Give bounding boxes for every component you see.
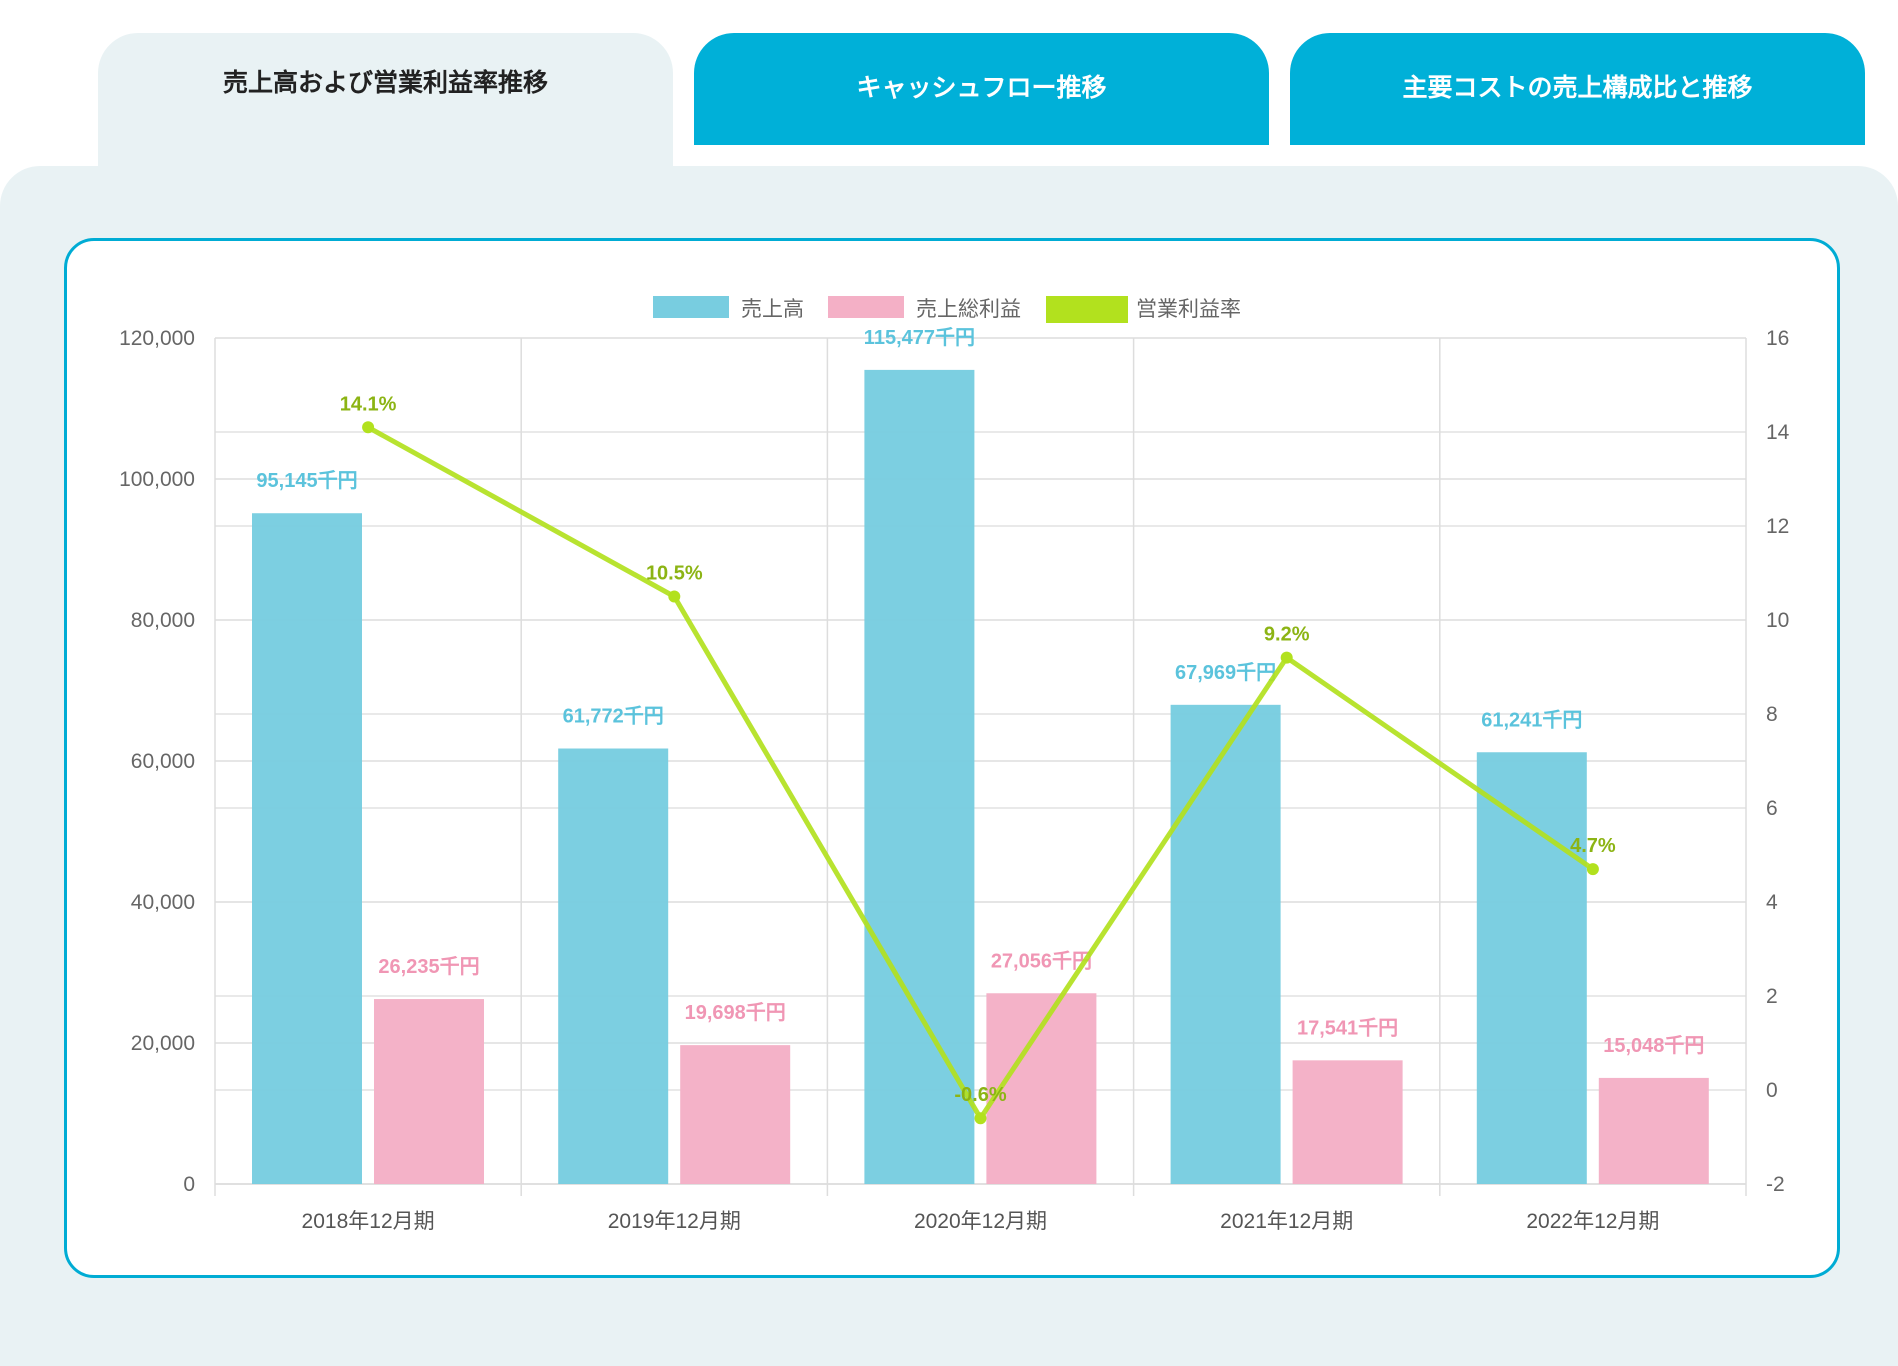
- line-point: [362, 421, 375, 434]
- line-data-label: -0.6%: [954, 1084, 1006, 1106]
- bar-data-label: 115,477千円: [864, 326, 975, 349]
- tab-sales-operating-margin[interactable]: 売上高および営業利益率推移: [98, 33, 673, 173]
- bar-data-label: 61,772千円: [563, 705, 664, 728]
- tab-label: 売上高および営業利益率推移: [222, 68, 548, 97]
- x-axis-label: 2022年12月期: [1526, 1210, 1659, 1233]
- line-point: [668, 590, 681, 603]
- bar-gross-profit: [1292, 1060, 1403, 1184]
- bar-gross-profit: [1598, 1077, 1709, 1184]
- tab-label: キャッシュフロー推移: [856, 73, 1107, 102]
- left-axis-tick: 40,000: [131, 891, 195, 914]
- x-axis-label: 2018年12月期: [302, 1210, 435, 1233]
- right-axis-tick: 8: [1766, 703, 1778, 726]
- x-axis-label: 2021年12月期: [1220, 1210, 1353, 1233]
- line-data-label: 9.2%: [1264, 624, 1310, 646]
- legend-label: 営業利益率: [1136, 298, 1241, 321]
- bar-data-label: 17,541千円: [1297, 1016, 1398, 1039]
- legend-label: 売上高: [741, 298, 804, 321]
- right-axis-tick: 10: [1766, 609, 1789, 632]
- left-axis-tick: 120,000: [119, 327, 195, 350]
- bar-data-label: 67,969千円: [1175, 661, 1276, 684]
- right-axis-tick: 2: [1766, 985, 1778, 1008]
- legend-label: 売上総利益: [916, 298, 1021, 321]
- bar-gross-profit: [374, 999, 484, 1184]
- tab-label: 主要コストの売上構成比と推移: [1402, 73, 1753, 102]
- bar-data-label: 26,235千円: [378, 955, 479, 978]
- legend-swatch: [653, 296, 729, 318]
- bar-sales: [864, 369, 975, 1184]
- right-axis-tick: -2: [1766, 1173, 1785, 1196]
- left-axis-tick: 100,000: [119, 468, 195, 491]
- bar-data-label: 95,145千円: [256, 469, 357, 492]
- bar-data-label: 15,048千円: [1603, 1034, 1704, 1057]
- bar-data-label: 27,056千円: [991, 949, 1092, 972]
- bar-sales: [1476, 752, 1587, 1184]
- left-axis-tick: 0: [183, 1173, 195, 1196]
- legend-swatch: [828, 296, 904, 318]
- line-operating-margin: [366, 425, 1595, 1123]
- x-axis-label: 2019年12月期: [608, 1210, 741, 1233]
- bar-sales: [558, 748, 669, 1184]
- left-axis-tick: 80,000: [131, 609, 195, 632]
- tab-cash-flow[interactable]: キャッシュフロー推移: [694, 33, 1269, 145]
- right-axis-tick: 6: [1766, 797, 1778, 820]
- legend-swatch: [1046, 296, 1128, 323]
- line-point: [974, 1112, 987, 1125]
- left-axis-tick: 60,000: [131, 750, 195, 773]
- bar-sales: [252, 513, 362, 1184]
- bar-data-label: 61,241千円: [1481, 708, 1582, 731]
- left-axis-tick: 20,000: [131, 1032, 195, 1055]
- right-axis-tick: 14: [1766, 421, 1790, 444]
- x-axis-label: 2020年12月期: [914, 1210, 1047, 1233]
- right-axis-tick: 12: [1766, 515, 1789, 538]
- bar-sales: [1170, 704, 1281, 1184]
- right-axis-tick: 4: [1766, 891, 1778, 914]
- line-data-label: 10.5%: [646, 563, 703, 585]
- line-point: [1280, 651, 1293, 664]
- tab-major-costs[interactable]: 主要コストの売上構成比と推移: [1290, 33, 1865, 145]
- line-point: [1586, 863, 1599, 876]
- line-data-label: 4.7%: [1570, 835, 1616, 857]
- bar-data-label: 19,698千円: [685, 1001, 786, 1024]
- bar-gross-profit: [680, 1045, 791, 1184]
- right-axis-tick: 0: [1766, 1079, 1778, 1102]
- line-data-label: 14.1%: [340, 393, 397, 415]
- combo-chart: 0 20,000 40,000 60,000 80,000 100,000 120,000 -…: [119, 296, 1790, 1233]
- right-axis-tick: 16: [1766, 327, 1789, 350]
